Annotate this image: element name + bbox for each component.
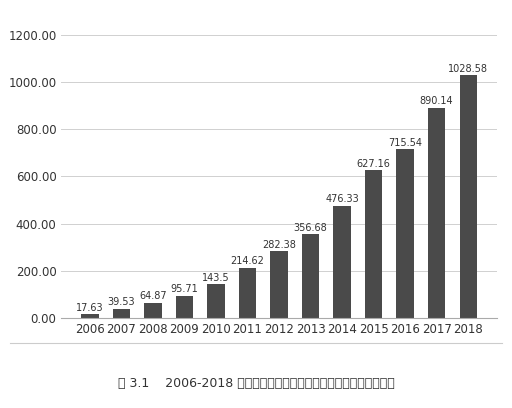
Bar xyxy=(81,314,99,318)
Text: 715.54: 715.54 xyxy=(388,137,422,148)
Text: 39.53: 39.53 xyxy=(108,297,135,308)
Bar xyxy=(239,268,256,318)
Text: 143.5: 143.5 xyxy=(202,273,230,283)
Bar xyxy=(365,170,382,318)
Text: 95.71: 95.71 xyxy=(170,284,198,294)
Bar xyxy=(207,284,225,318)
Bar xyxy=(428,108,445,318)
Bar xyxy=(176,296,193,318)
Text: 1028.58: 1028.58 xyxy=(448,64,488,74)
Bar xyxy=(144,303,162,318)
Text: 356.68: 356.68 xyxy=(294,222,328,233)
Text: 890.14: 890.14 xyxy=(420,96,454,106)
Text: 17.63: 17.63 xyxy=(76,303,104,313)
Bar xyxy=(333,206,351,318)
Text: 图 3.1    2006-2018 年中国对东盟直接投资存量表（单位：亿美元）: 图 3.1 2006-2018 年中国对东盟直接投资存量表（单位：亿美元） xyxy=(118,377,394,390)
Text: 64.87: 64.87 xyxy=(139,291,167,302)
Bar xyxy=(459,75,477,318)
Bar xyxy=(113,309,130,318)
Text: 282.38: 282.38 xyxy=(262,240,296,250)
Text: 476.33: 476.33 xyxy=(325,194,359,204)
Bar xyxy=(396,149,414,318)
Bar xyxy=(302,234,319,318)
Bar xyxy=(270,251,288,318)
Text: 627.16: 627.16 xyxy=(357,159,391,169)
Text: 214.62: 214.62 xyxy=(230,256,265,266)
